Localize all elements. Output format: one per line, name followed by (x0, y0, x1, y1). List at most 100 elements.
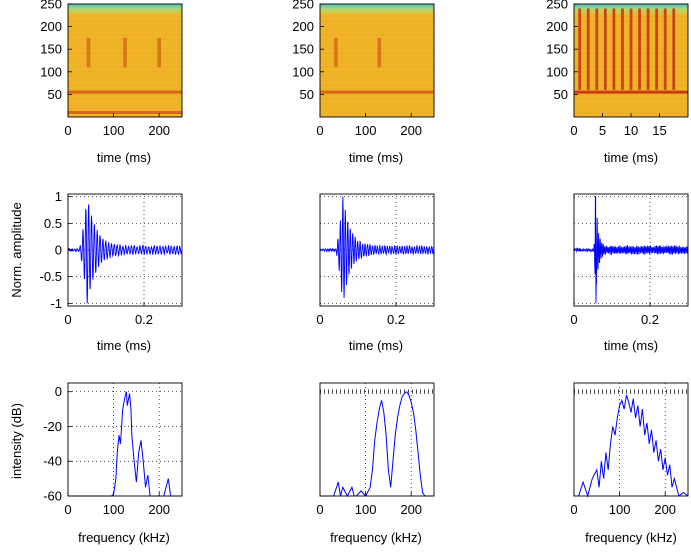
panel-0-ytick-label-0: 50 (48, 87, 62, 102)
spectrogram-1-band-0 (68, 90, 182, 94)
panel-5-frame (573, 193, 689, 307)
spectrogram-3-texture-17 (574, 94, 688, 96)
panel-6-ytick-label-0: -60 (43, 489, 62, 504)
waveform-1-xlabel: time (ms) (97, 338, 151, 353)
panel-6-ytick-label-1: -40 (43, 454, 62, 469)
spectrogram-2-texture-2 (320, 25, 434, 27)
panel-6-frame (67, 382, 183, 497)
spectrogram-3-streak-1 (586, 8, 590, 90)
spectrogram-2-texture-16 (320, 89, 434, 91)
spectrogram-3-texture-16 (574, 89, 688, 91)
panel-3-xtick-label-1: 0.2 (135, 312, 153, 327)
spectrogram-1-texture-2 (68, 25, 182, 27)
panel-1-xtick-label-0: 0 (316, 123, 323, 138)
panel-1-ytick-label-2: 150 (292, 42, 314, 57)
panel-1-ytick-label-3: 200 (292, 19, 314, 34)
spectrogram-1-texture-17 (68, 94, 182, 96)
spectrogram-3-streak-5 (621, 8, 624, 90)
panel-2-xtick-label-0: 0 (570, 123, 577, 138)
panel-7-xtick-label-0: 0 (316, 502, 323, 517)
spectrum-1-ylabel: intensity (dB) (9, 403, 24, 479)
panel-3-frame (67, 193, 183, 307)
spectrogram-3-streak-2 (595, 8, 599, 90)
panel-3-ytick-label-0: -1 (50, 296, 62, 311)
spectrogram-1-texture-1 (68, 20, 182, 22)
spectrogram-2-texture-6 (320, 43, 434, 45)
panel-3-ytick-label-3: 0.5 (44, 216, 62, 231)
spectrogram-2-texture-7 (320, 48, 434, 50)
spectrogram-2-texture-17 (320, 94, 434, 96)
column-3: time (ms) time (ms) frequency (kHz) (585, 150, 677, 545)
spectrogram-2-texture-14 (320, 80, 434, 82)
panel-6-ytick-label-3: 0 (55, 384, 62, 399)
spectrogram-3-band-0 (574, 90, 688, 94)
panel-0-ytick-label-4: 250 (40, 0, 62, 12)
spectrogram-2-texture-10 (320, 61, 434, 64)
spectrogram-2-texture-4 (320, 34, 434, 36)
panel-7-xtick-label-1: 100 (355, 502, 377, 517)
spectrogram-2-texture-20 (320, 107, 434, 110)
spectrogram-3-texture-18 (574, 98, 688, 100)
waveform-2-xlabel: time (ms) (349, 338, 403, 353)
spectrogram-3-streak-7 (638, 8, 641, 90)
spectrogram-2-texture-1 (320, 20, 434, 22)
waveform-3-xlabel: time (ms) (604, 338, 658, 353)
spectrogram-3-streak-11 (672, 8, 676, 90)
spectrogram-1-texture-16 (68, 89, 182, 91)
spectrogram-3-streak-9 (655, 8, 659, 90)
waveform-1-ylabel: Norm. amplitude (9, 202, 24, 297)
panel-1-ytick-label-4: 250 (292, 0, 314, 12)
panel-2-ytick-label-1: 100 (546, 64, 568, 79)
spectrogram-2-texture-13 (320, 75, 434, 77)
spectrogram-1-texture-0 (68, 16, 182, 18)
spectrogram-1-texture-20 (68, 107, 182, 110)
panel-3-ytick-label-4: 1 (55, 189, 62, 204)
spectrogram-1-texture-4 (68, 34, 182, 36)
spectrogram-3-xlabel: time (ms) (604, 150, 658, 165)
panel-1-xtick-label-1: 100 (355, 123, 377, 138)
panel-1-xtick-label-2: 200 (400, 123, 422, 138)
panel-2-xtick-label-2: 10 (624, 123, 638, 138)
spectrogram-2-texture-19 (320, 103, 434, 105)
spectrum-2-xlabel: frequency (kHz) (330, 530, 422, 545)
panel-2-ytick-label-3: 200 (546, 19, 568, 34)
spectrogram-1-texture-12 (68, 71, 182, 73)
spectrogram-3-streak-0 (578, 8, 582, 90)
panel-0-ytick-label-2: 150 (40, 42, 62, 57)
spectrogram-2-texture-8 (320, 52, 434, 54)
spectrogram-3-streak-6 (629, 8, 633, 90)
spectrum-1-xlabel: frequency (kHz) (78, 530, 170, 545)
spectrum-1-line (68, 391, 182, 497)
spectrogram-1-texture-15 (68, 84, 182, 87)
panel-3-ytick-label-1: -0.5 (40, 269, 62, 284)
spectrogram-1-texture-19 (68, 103, 182, 105)
waveform-1-line (67, 204, 183, 304)
spectrogram-3-streak-10 (663, 8, 667, 90)
panel-1-ytick-label-0: 50 (300, 87, 314, 102)
spectrogram-3-streak-8 (646, 8, 650, 90)
panel-6-grid (67, 383, 182, 497)
spectrogram-1-streak-1 (123, 37, 127, 68)
panel-0-frame (67, 3, 183, 118)
panel-0-xtick-label-1: 100 (103, 123, 125, 138)
spectrogram-2-xlabel: time (ms) (349, 150, 403, 165)
spectrogram-1-xlabel: time (ms) (97, 150, 151, 165)
panel-2-ytick-label-4: 250 (546, 0, 568, 12)
column-2: time (ms) time (ms) frequency (kHz) (330, 150, 422, 545)
panel-5-xtick-label-0: 0 (570, 312, 577, 327)
spectrogram-1-texture-18 (68, 98, 182, 100)
spectrogram-3-streak-3 (603, 8, 607, 90)
waveform-3-line (573, 196, 689, 304)
spectrogram-1-texture-13 (68, 75, 182, 77)
panel-2-ytick-label-0: 50 (554, 87, 568, 102)
spectrogram-2-streak-0 (334, 37, 338, 68)
panel-8-xtick-label-2: 200 (654, 502, 676, 517)
spectrogram-1-streak-0 (86, 37, 91, 68)
panel-1-ytick-label-1: 100 (292, 64, 314, 79)
panel-2-frame (573, 3, 689, 118)
spectrogram-1-band-1 (68, 110, 182, 114)
panel-3-ytick-label-2: 0 (55, 243, 62, 258)
panel-0-ytick-label-3: 200 (40, 19, 62, 34)
spectrogram-2-texture-3 (320, 29, 434, 31)
spectrogram-2-texture-12 (320, 71, 434, 73)
